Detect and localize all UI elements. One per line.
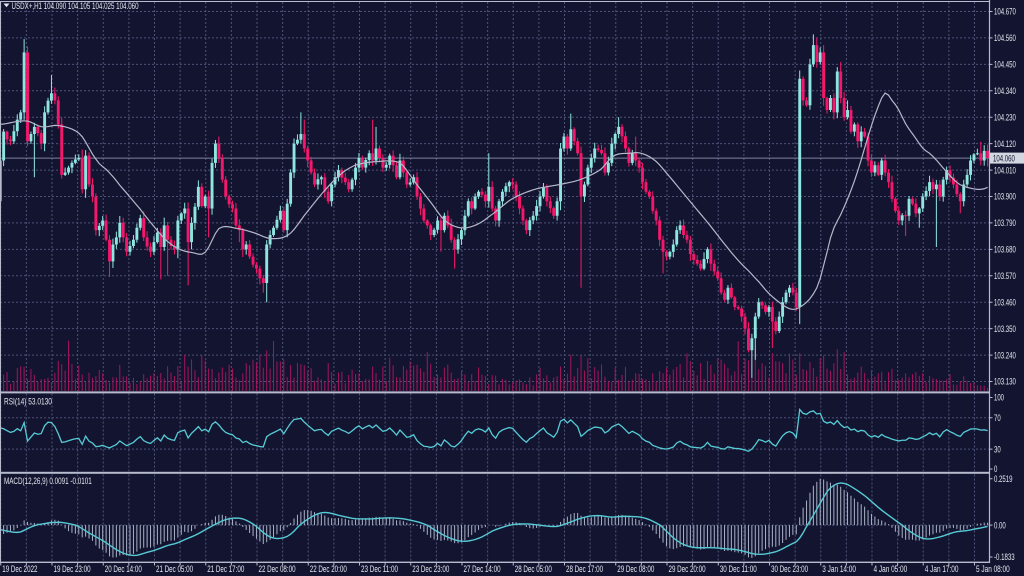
svg-text:103.570: 103.570: [994, 271, 1016, 281]
svg-text:19 Dec 2022: 19 Dec 2022: [2, 564, 37, 574]
svg-text:70: 70: [994, 413, 1001, 423]
svg-text:104.010: 104.010: [994, 165, 1016, 175]
svg-text:30 Dec 11:00: 30 Dec 11:00: [720, 564, 757, 574]
svg-text:104.120: 104.120: [994, 139, 1016, 149]
svg-text:103.680: 103.680: [994, 245, 1016, 255]
svg-text:0.2519: 0.2519: [994, 474, 1013, 484]
svg-text:20 Dec 14:00: 20 Dec 14:00: [105, 564, 142, 574]
svg-text:29 Dec 20:00: 29 Dec 20:00: [669, 564, 706, 574]
svg-text:104.450: 104.450: [994, 60, 1016, 70]
svg-text:3 Jan 14:00: 3 Jan 14:00: [822, 564, 856, 574]
svg-text:104.670: 104.670: [994, 7, 1016, 17]
svg-text:103.790: 103.790: [994, 218, 1016, 228]
svg-text:103.460: 103.460: [994, 297, 1016, 307]
svg-text:23 Dec 23:00: 23 Dec 23:00: [412, 564, 449, 574]
svg-text:104.060: 104.060: [993, 153, 1015, 163]
svg-text:-0.1833: -0.1833: [994, 552, 1015, 562]
svg-text:0: 0: [994, 464, 997, 474]
svg-text:0.00: 0.00: [994, 520, 1006, 530]
svg-text:23 Dec 11:00: 23 Dec 11:00: [361, 564, 398, 574]
svg-text:103.900: 103.900: [994, 192, 1016, 202]
svg-text:28 Dec 05:00: 28 Dec 05:00: [515, 564, 552, 574]
svg-text:100: 100: [994, 393, 1004, 403]
svg-text:103.130: 103.130: [994, 377, 1016, 387]
svg-text:22 Dec 20:00: 22 Dec 20:00: [310, 564, 347, 574]
svg-text:27 Dec 14:00: 27 Dec 14:00: [464, 564, 501, 574]
svg-text:29 Dec 08:00: 29 Dec 08:00: [617, 564, 654, 574]
svg-text:104.340: 104.340: [994, 86, 1016, 96]
svg-text:4 Jan 05:00: 4 Jan 05:00: [874, 564, 908, 574]
svg-text:28 Dec 17:00: 28 Dec 17:00: [566, 564, 603, 574]
svg-text:22 Dec 08:00: 22 Dec 08:00: [259, 564, 296, 574]
svg-text:19 Dec 23:00: 19 Dec 23:00: [54, 564, 91, 574]
svg-text:104.230: 104.230: [994, 112, 1016, 122]
svg-text:RSI(14) 53.0130: RSI(14) 53.0130: [4, 397, 52, 407]
svg-text:21 Dec 05:00: 21 Dec 05:00: [156, 564, 193, 574]
svg-text:103.240: 103.240: [994, 350, 1016, 360]
svg-text:104.560: 104.560: [994, 33, 1016, 43]
svg-text:4 Jan 17:00: 4 Jan 17:00: [925, 564, 959, 574]
svg-text:USDX+,H1 104.090 104.105 104.: USDX+,H1 104.090 104.105 104.025 104.060: [12, 1, 139, 11]
svg-text:30 Dec 23:00: 30 Dec 23:00: [771, 564, 808, 574]
svg-text:30: 30: [994, 444, 1001, 454]
svg-text:103.350: 103.350: [994, 324, 1016, 334]
svg-text:21 Dec 17:00: 21 Dec 17:00: [207, 564, 244, 574]
svg-text:5 Jan 08:00: 5 Jan 08:00: [976, 564, 1010, 574]
svg-text:MACD(12,26,9) 0.0091 -0.0101: MACD(12,26,9) 0.0091 -0.0101: [4, 476, 92, 486]
